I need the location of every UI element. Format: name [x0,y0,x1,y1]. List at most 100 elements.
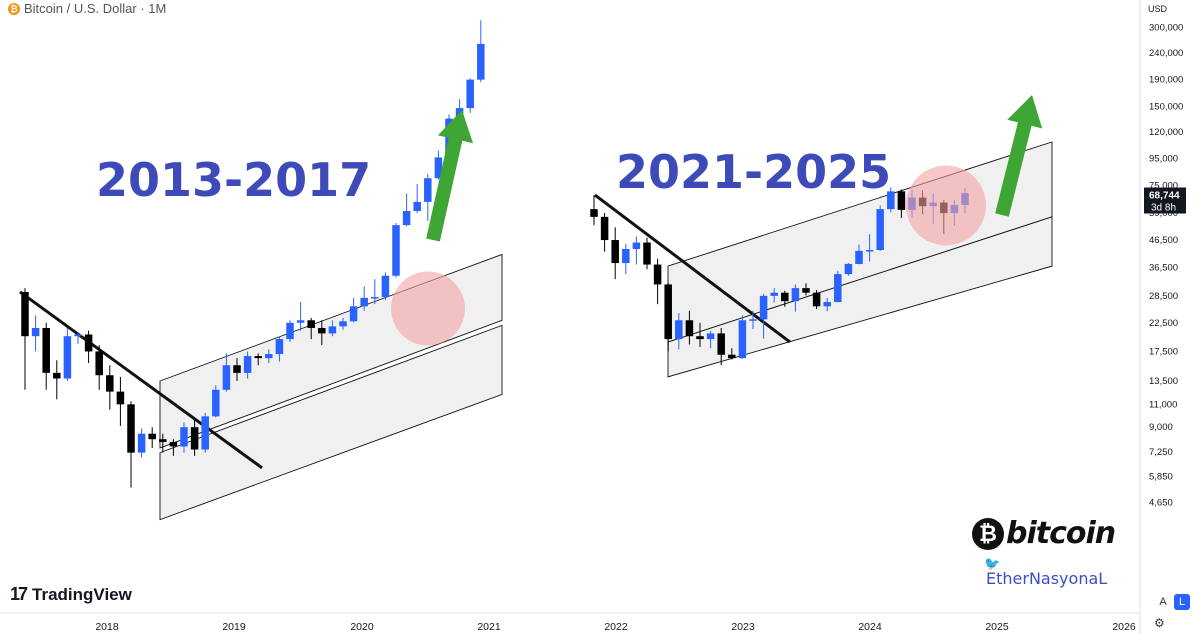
panel-2013-2017 [19,20,503,521]
candle-body [622,248,630,264]
price-tick-label: 28,500 [1149,291,1178,302]
candle-body [106,375,114,392]
candle-body [477,43,485,80]
price-tick-label: 9,000 [1149,422,1173,433]
candle-body [381,275,390,298]
candle-body [137,433,146,453]
candle-body [243,356,252,373]
candle-body [802,288,810,293]
candle-body [53,372,61,379]
bitcoin-logo-icon: ₿ [972,517,1004,550]
time-tick-label: 2021 [477,621,501,633]
price-tick-label: 22,500 [1149,318,1178,329]
symbol-title: Bitcoin / U.S. Dollar · 1M [24,1,167,16]
candle-body [286,322,294,340]
tradingview-logo[interactable]: 17 TradingView [10,584,132,605]
regression-channel [159,324,503,521]
candle-body [275,339,284,355]
log-scale-button[interactable]: L [1174,594,1190,610]
time-tick-label: 2022 [604,621,628,633]
price-tick-label: 190,000 [1149,75,1183,86]
price-tick-label: 7,250 [1149,447,1173,458]
candle-body [434,157,443,179]
candle-body [21,291,29,337]
bitcoin-logo: ₿ bitcoin [972,516,1116,551]
candle-body [791,288,800,302]
candle-body [392,225,400,276]
candle-body [212,389,220,417]
price-tick-label: 11,000 [1149,399,1177,410]
price-tick-label: 46,500 [1149,235,1178,246]
candle-body [360,297,368,307]
annotation-2013-2017: 2013-2017 [96,153,371,207]
candle-body [318,327,326,334]
highlight-circle [391,271,465,346]
candle-body [265,354,273,359]
candle-body [413,201,421,212]
time-tick-label: 2018 [95,621,119,633]
price-tick-label: 13,500 [1149,376,1178,387]
author-watermark: EtherNasyonaL [986,569,1108,588]
candle-body [201,416,209,450]
candle-body [844,263,853,275]
bitcoin-coin-icon: ₿ [8,2,20,15]
candle-body [349,306,358,322]
annotation-2021-2025: 2021-2025 [616,145,891,199]
candle-body [749,319,757,321]
candle-body [675,320,683,340]
candle-body [706,333,715,340]
candle-body [116,391,125,405]
price-tick-label: 150,000 [1149,102,1183,113]
candle-body [611,240,619,264]
candle-body [759,295,768,320]
candle-body [402,211,411,226]
time-tick-label: 2019 [222,621,246,633]
candle-body [63,336,72,379]
time-tick-label: 2026 [1112,621,1136,633]
twitter-bird-icon: 🐦 [984,556,1001,571]
auto-scale-button[interactable]: A [1159,596,1167,608]
gear-icon[interactable]: ⚙ [1154,616,1165,630]
candle-body [371,297,379,299]
price-tick-label: 240,000 [1149,48,1183,59]
time-tick-label: 2024 [858,621,882,633]
candle-body [770,292,778,296]
candle-body [812,292,821,307]
candle-body [296,320,305,323]
candle-body [339,321,347,327]
candle-body [222,365,231,390]
downtrend-line [19,290,263,470]
symbol-header[interactable]: ₿ Bitcoin / U.S. Dollar · 1M [8,1,166,16]
candle-body [632,242,641,249]
tradingview-wordmark: TradingView [32,584,132,604]
time-tick-label: 2020 [350,621,374,633]
current-price-label: 68,744 [1149,191,1180,202]
candle-body [95,351,103,376]
candle-body [233,365,241,373]
candle-body [728,354,736,359]
candle-body [887,191,895,210]
candle-body [600,216,609,241]
candle-body [180,427,188,447]
time-tick-label: 2025 [985,621,1009,633]
candle-body [328,326,337,334]
candle-body [254,356,262,359]
price-tick-label: 36,500 [1149,263,1178,274]
price-axis-currency: USD [1148,4,1168,14]
candle-body [823,302,831,307]
candle-body [148,433,156,440]
candle-body [190,427,199,450]
candle-body [696,336,704,340]
current-price-tag [1144,187,1186,214]
green-up-arrow [995,95,1043,217]
candle-body [865,250,874,252]
price-tick-label: 300,000 [1149,23,1183,34]
candle-body [855,250,863,264]
candle-body [424,178,432,202]
candle-body [590,209,598,217]
countdown-label: 3d 8h [1151,203,1176,214]
candle-body [717,333,725,355]
candle-body [653,264,662,285]
candle-body [169,442,178,447]
